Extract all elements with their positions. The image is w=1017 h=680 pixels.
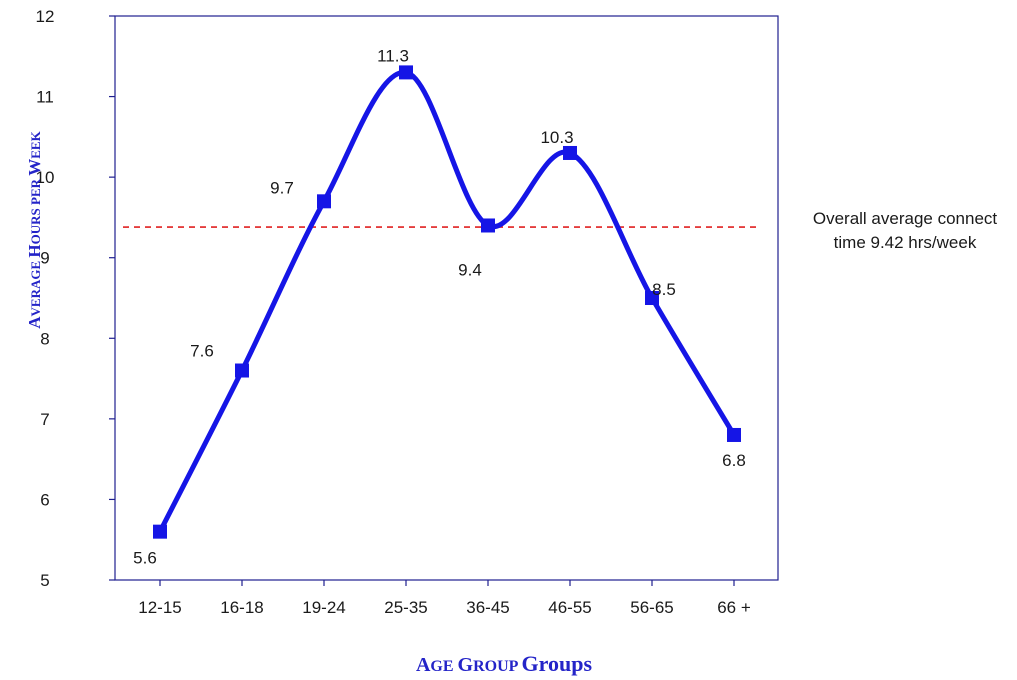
data-point-marker xyxy=(563,145,577,160)
data-point-marker xyxy=(399,65,413,80)
data-point-marker xyxy=(317,194,331,209)
x-tick-label: 46-55 xyxy=(548,598,591,617)
x-tick-label: 66 + xyxy=(717,598,751,617)
data-label: 6.8 xyxy=(722,451,746,470)
data-point-marker xyxy=(481,218,495,233)
x-axis-ticks: 12-15 16-18 19-24 25-35 36-45 46-55 56-65 66 + xyxy=(138,580,751,617)
annotation-line-1: Overall average connect xyxy=(813,209,998,228)
y-tick-label: 7 xyxy=(40,410,49,429)
data-point-marker xyxy=(727,427,741,442)
x-axis-title: AGE GROUP Groups xyxy=(416,651,593,676)
y-tick-label: 6 xyxy=(40,490,49,509)
data-label: 11.3 xyxy=(377,46,409,65)
y-tick-label: 8 xyxy=(40,329,49,348)
data-labels: 5.6 7.6 9.7 11.3 9.4 10.3 8.5 6.8 xyxy=(133,46,746,567)
x-tick-label: 16-18 xyxy=(220,598,263,617)
data-point-marker xyxy=(645,291,659,305)
y-tick-label: 11 xyxy=(36,88,54,107)
y-tick-label: 9 xyxy=(40,249,49,268)
data-label: 7.6 xyxy=(190,342,214,361)
data-point-marker xyxy=(235,363,249,378)
annotation-line-2: time 9.42 hrs/week xyxy=(834,233,977,252)
data-point-marker xyxy=(153,524,167,539)
x-tick-label: 12-15 xyxy=(138,598,181,617)
x-tick-label: 36-45 xyxy=(466,598,509,617)
x-tick-label: 25-35 xyxy=(384,598,427,617)
data-label: 10.3 xyxy=(540,128,573,147)
x-tick-label: 56-65 xyxy=(630,598,673,617)
x-tick-label: 19-24 xyxy=(302,598,345,617)
data-markers xyxy=(153,65,741,539)
data-label: 9.4 xyxy=(458,260,482,279)
y-axis-title: AVERAGE HOURS PER WEEK xyxy=(25,130,44,328)
series-line xyxy=(157,69,737,535)
y-tick-label: 12 xyxy=(36,7,55,26)
data-label: 8.5 xyxy=(652,280,676,299)
y-axis-ticks: 5 6 7 8 9 10 11 12 xyxy=(36,7,115,590)
y-tick-label: 5 xyxy=(40,571,49,590)
y-tick-label: 10 xyxy=(36,168,55,187)
data-label: 9.7 xyxy=(270,178,294,197)
plot-frame xyxy=(114,15,779,581)
data-label: 5.6 xyxy=(133,549,157,568)
